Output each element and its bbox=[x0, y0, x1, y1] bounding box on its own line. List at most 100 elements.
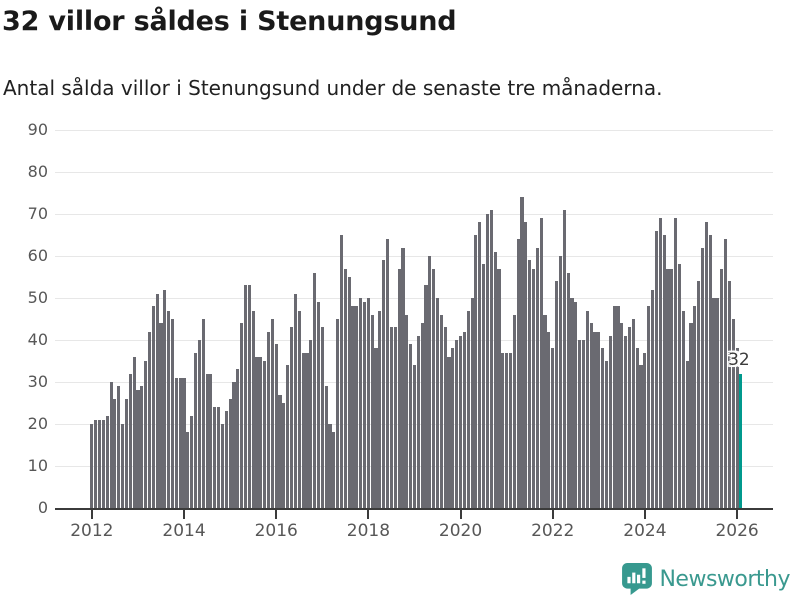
bar bbox=[232, 382, 236, 508]
bar bbox=[478, 222, 482, 508]
bar bbox=[167, 310, 171, 508]
bar bbox=[205, 373, 209, 508]
bar bbox=[151, 306, 155, 508]
chart-title: 32 villor såldes i Stenungsund bbox=[2, 6, 457, 37]
y-axis-label: 70 bbox=[27, 204, 48, 223]
bar bbox=[712, 298, 716, 508]
bar bbox=[266, 331, 271, 508]
bar bbox=[697, 281, 701, 508]
bar bbox=[439, 314, 443, 508]
bar bbox=[654, 230, 658, 508]
bar bbox=[94, 419, 98, 508]
bar bbox=[662, 235, 666, 508]
bar bbox=[224, 411, 228, 508]
x-axis-label: 2020 bbox=[438, 521, 483, 541]
bar bbox=[501, 352, 505, 508]
bar bbox=[651, 289, 655, 508]
bar bbox=[589, 323, 593, 508]
bar bbox=[201, 319, 205, 508]
bar bbox=[247, 285, 251, 508]
x-axis-label: 2012 bbox=[70, 521, 114, 541]
bar bbox=[370, 314, 374, 508]
highlight-bar bbox=[739, 373, 743, 508]
bar bbox=[144, 361, 148, 508]
bar bbox=[435, 298, 440, 508]
bar bbox=[432, 268, 436, 508]
bar bbox=[362, 302, 367, 508]
bar bbox=[677, 264, 682, 508]
bar bbox=[163, 289, 167, 508]
bar bbox=[505, 352, 509, 508]
x-axis-line bbox=[55, 508, 773, 510]
bar bbox=[424, 285, 428, 508]
bar bbox=[382, 260, 386, 508]
bar bbox=[155, 293, 159, 508]
bar bbox=[278, 394, 282, 508]
bar bbox=[359, 298, 363, 508]
bar bbox=[336, 319, 340, 508]
bar bbox=[608, 335, 612, 508]
bar bbox=[159, 323, 163, 508]
x-axis-label: 2022 bbox=[531, 521, 575, 541]
bar bbox=[416, 335, 420, 508]
newsworthy-chart-bubble-icon bbox=[622, 563, 653, 595]
bar bbox=[309, 340, 313, 508]
bar bbox=[485, 214, 489, 508]
bar bbox=[585, 310, 589, 508]
bar bbox=[681, 310, 685, 508]
newsworthy-logo: Newsworthy bbox=[622, 563, 790, 595]
bar bbox=[528, 260, 532, 508]
bar bbox=[639, 365, 643, 508]
bar bbox=[147, 331, 152, 508]
bar bbox=[555, 281, 559, 508]
bar bbox=[601, 348, 605, 508]
bar bbox=[101, 419, 105, 508]
y-axis-label: 30 bbox=[27, 372, 48, 391]
bar bbox=[121, 424, 125, 508]
bar bbox=[458, 335, 463, 508]
bar bbox=[259, 356, 263, 508]
x-axis-label: 2024 bbox=[623, 521, 667, 541]
bar bbox=[547, 331, 551, 508]
gridline bbox=[55, 256, 773, 257]
bar bbox=[420, 323, 424, 508]
bar bbox=[704, 222, 708, 508]
bar bbox=[236, 369, 240, 508]
x-axis-tick bbox=[90, 510, 93, 519]
bar bbox=[723, 239, 728, 508]
x-axis-label: 2018 bbox=[346, 521, 391, 541]
x-axis-tick bbox=[551, 510, 554, 519]
bar bbox=[451, 348, 455, 508]
bar bbox=[243, 285, 248, 508]
bar bbox=[597, 331, 601, 508]
x-axis-tick bbox=[736, 510, 739, 519]
gridline bbox=[55, 340, 773, 341]
bar bbox=[466, 310, 470, 508]
bar bbox=[313, 272, 317, 508]
bar bbox=[581, 340, 586, 508]
y-axis-label: 20 bbox=[27, 414, 48, 433]
bar bbox=[347, 277, 351, 508]
bar bbox=[570, 298, 574, 508]
bar bbox=[474, 235, 478, 508]
bar bbox=[658, 218, 662, 508]
bar bbox=[616, 306, 620, 508]
bar bbox=[635, 348, 639, 508]
bar bbox=[620, 323, 624, 508]
bar bbox=[412, 365, 417, 508]
bar bbox=[470, 298, 474, 508]
bar bbox=[228, 398, 232, 508]
bar bbox=[716, 298, 720, 508]
bar bbox=[182, 377, 186, 508]
bar bbox=[301, 352, 305, 508]
bar bbox=[113, 398, 117, 508]
bar bbox=[689, 323, 693, 508]
bar bbox=[174, 377, 178, 508]
bar bbox=[190, 415, 194, 508]
y-axis-label: 40 bbox=[27, 330, 48, 349]
bar bbox=[627, 327, 632, 508]
bar bbox=[270, 319, 274, 508]
bar bbox=[297, 310, 301, 508]
bar bbox=[132, 356, 136, 508]
